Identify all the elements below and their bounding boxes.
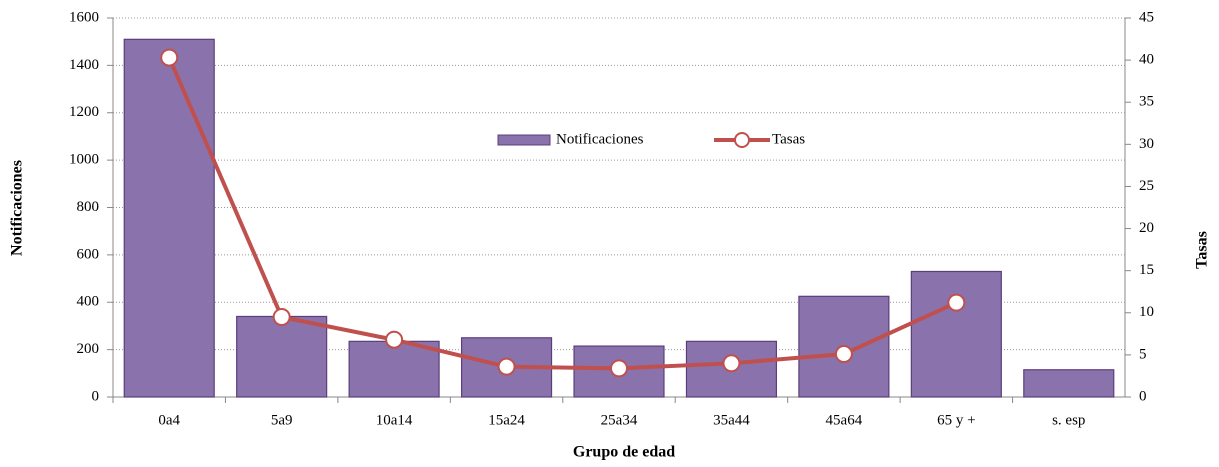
y2-tick-label: 20 <box>1139 220 1154 236</box>
y-tick-label: 200 <box>77 341 100 357</box>
y-tick-label: 600 <box>77 246 100 262</box>
x-tick-label: 35a44 <box>713 412 750 428</box>
line <box>167 56 958 371</box>
bar <box>348 340 440 398</box>
line-point <box>610 359 628 378</box>
x-tick-label: 65 y + <box>937 412 975 428</box>
line-point <box>160 48 179 67</box>
legend-swatch <box>497 134 551 146</box>
y2-tick-label: 25 <box>1139 178 1154 194</box>
x-tick-label: s. esp <box>1052 412 1085 428</box>
bar <box>123 38 215 398</box>
y2-axis-title: Tasas <box>1194 231 1211 269</box>
x-tick-label: 15a24 <box>488 412 525 428</box>
y-tick-label: 0 <box>92 388 100 404</box>
bar <box>236 315 328 398</box>
line-point <box>947 293 966 312</box>
y2-tick-label: 5 <box>1139 346 1147 362</box>
line-point <box>385 330 404 349</box>
x-tick-label: 5a9 <box>271 412 293 428</box>
y2-tick-label: 10 <box>1139 304 1154 320</box>
line-point <box>497 357 516 376</box>
y-axis-title: Notificaciones <box>9 160 26 256</box>
legend-swatch-point <box>734 132 750 148</box>
y-tick-label: 400 <box>77 294 100 310</box>
y-tick-label: 800 <box>77 199 100 215</box>
y-tick-label: 1600 <box>69 9 99 25</box>
line-point <box>272 307 291 326</box>
legend-label: Notificaciones <box>556 131 644 147</box>
y2-tick-label: 15 <box>1139 262 1154 278</box>
y2-tick-label: 30 <box>1139 136 1154 152</box>
x-axis-title: Grupo de edad <box>573 444 675 461</box>
y2-tick-label: 0 <box>1139 388 1147 404</box>
x-tick-label: 45a64 <box>826 412 863 428</box>
y-tick-label: 1200 <box>69 104 99 120</box>
y2-tick-label: 40 <box>1139 52 1154 68</box>
bar <box>910 270 1002 398</box>
y-tick-label: 1400 <box>69 57 99 73</box>
bar <box>1023 369 1115 398</box>
y-tick-label: 1000 <box>69 152 99 168</box>
x-tick-label: 25a34 <box>601 412 638 428</box>
y2-tick-label: 45 <box>1139 9 1154 25</box>
x-tick-label: 0a4 <box>158 412 180 428</box>
legend-label: Tasas <box>772 131 805 147</box>
line-point <box>834 345 853 364</box>
line-point <box>722 354 741 373</box>
y2-tick-label: 35 <box>1139 94 1154 110</box>
x-tick-label: 10a14 <box>376 412 413 428</box>
